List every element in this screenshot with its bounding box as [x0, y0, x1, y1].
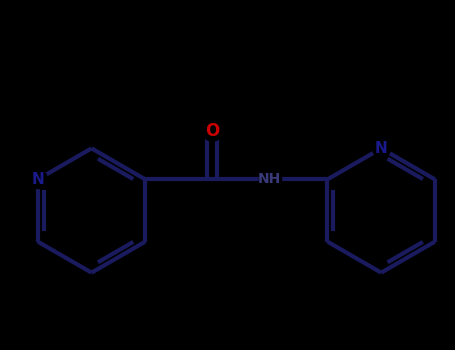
- Text: O: O: [205, 121, 219, 140]
- Text: NH: NH: [258, 173, 281, 187]
- Text: N: N: [31, 172, 44, 187]
- Text: N: N: [375, 141, 388, 156]
